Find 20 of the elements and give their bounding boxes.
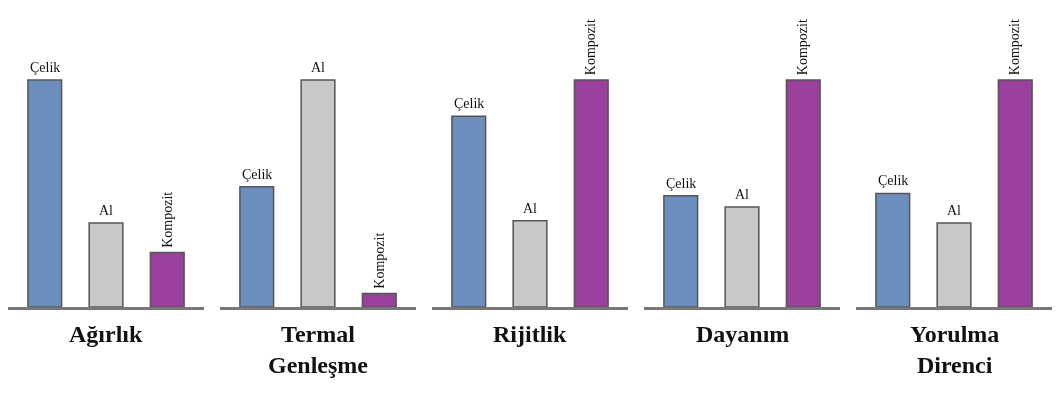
- x-tick-label: Kompozit: [583, 19, 599, 76]
- x-tick-label: Al: [311, 60, 326, 75]
- x-tick-label: Al: [947, 203, 962, 218]
- x-tick-label: Çelik: [666, 176, 697, 191]
- x-tick-label: Çelik: [242, 167, 273, 182]
- x-tick-label: Kompozit: [1007, 19, 1023, 76]
- x-tick-label: Al: [735, 187, 750, 202]
- x-tick-label: Kompozit: [795, 19, 811, 76]
- x-axis-title: Rijitlik: [493, 321, 567, 347]
- x-axis-title: Ağırlık: [69, 321, 143, 347]
- x-tick-label: Çelik: [454, 96, 485, 111]
- x-tick-label: Al: [99, 203, 114, 218]
- x-tick-label: Al: [523, 201, 538, 216]
- x-axis-title: Termal Genleşme: [268, 321, 369, 379]
- x-tick-label: Kompozit: [371, 232, 387, 289]
- x-axis-title: Yorulma Direnci: [910, 321, 1000, 379]
- x-axis-title: Dayanım: [696, 321, 790, 347]
- x-tick-label: Çelik: [30, 60, 61, 75]
- x-tick-label: Çelik: [878, 173, 909, 188]
- x-tick-label: Kompozit: [159, 191, 175, 248]
